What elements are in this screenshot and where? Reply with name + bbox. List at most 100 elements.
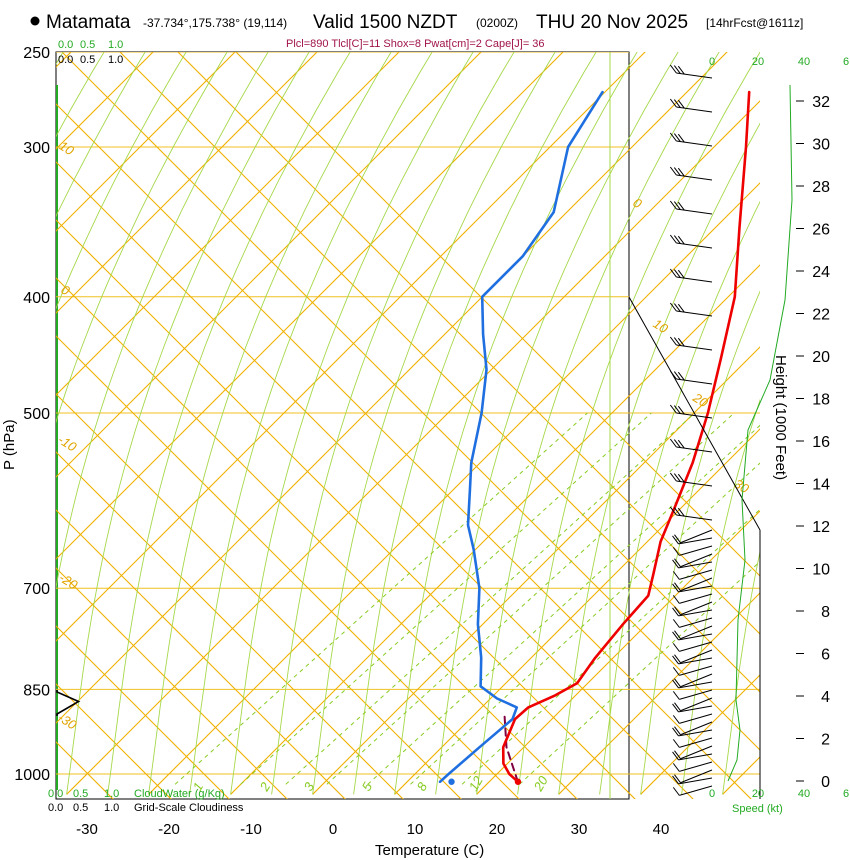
utc-time: (0200Z) (476, 16, 518, 30)
dry-adiabat-line (56, 103, 752, 799)
barb-flag (669, 302, 677, 312)
barb-flag (673, 405, 681, 414)
barb-flag (669, 98, 677, 108)
wind-barb (674, 553, 713, 568)
height-tick: 8 (821, 604, 830, 621)
temperature-tick: 40 (653, 821, 670, 838)
dry-adiabat-line (61, 52, 760, 751)
wind-speed-line (727, 84, 793, 782)
barb-flag (674, 702, 681, 712)
barb-flag (669, 234, 677, 244)
barb-flag (673, 303, 681, 312)
isotherm-line (56, 52, 482, 478)
height-tick: 14 (812, 477, 830, 494)
height-tick: 18 (812, 392, 830, 409)
moist-adiabat-line (517, 52, 760, 795)
mixing-ratio-label: 2 (256, 779, 273, 794)
dry-adiabat-line (56, 625, 230, 799)
barb-flag (672, 763, 680, 772)
barb-flag (674, 726, 681, 736)
barb-flag (674, 678, 681, 688)
barb-flag (677, 201, 685, 211)
wind-barb (674, 721, 713, 736)
barb-flag (672, 751, 679, 761)
isotherm-line (56, 52, 728, 724)
height-tick: 4 (821, 689, 830, 706)
mixing-ratio-labels: 1 2 3 5 8 12 20 (190, 773, 552, 795)
barb-staff (676, 412, 713, 419)
barb-flag (669, 506, 677, 516)
pressure-tick: 300 (23, 140, 50, 157)
barb-flag (677, 269, 685, 279)
dry-adiabat-line (56, 567, 288, 799)
cloud-water-tick: 1.0 (108, 39, 123, 51)
moist-adiabat-line (189, 52, 433, 795)
wind-barb (669, 506, 713, 521)
background-lines (56, 52, 760, 799)
barb-flag (672, 619, 680, 628)
wind-barb (672, 727, 713, 737)
barb-staff (676, 208, 713, 215)
speed-tick: 20 (752, 788, 764, 800)
moist-adiabat-line (558, 122, 760, 795)
wind-barb (674, 577, 713, 592)
barb-flag (677, 133, 685, 143)
speed-tick: 6 (843, 56, 849, 68)
isotherm-line (56, 52, 646, 642)
wind-barb (669, 370, 713, 385)
barb-staff (678, 609, 713, 617)
barb-staff (676, 344, 713, 351)
cloudiness-tick: 1.0 (104, 802, 119, 814)
wind-barb (669, 302, 713, 317)
mixing-ratio-line (174, 412, 588, 785)
moist-adiabat-line (230, 52, 474, 795)
barb-staff (679, 713, 713, 724)
barb-staff (678, 777, 713, 785)
wind-barb (672, 737, 713, 748)
barb-flag (672, 583, 679, 593)
barb-flag (673, 99, 681, 108)
moist-adiabat-line (312, 52, 556, 795)
wind-barb (669, 438, 713, 453)
wind-barb (672, 607, 713, 617)
barb-staff (679, 569, 713, 580)
isotherm-line (56, 52, 400, 396)
cloudiness-label: Grid-Scale Cloudiness (134, 802, 244, 814)
barb-staff (680, 553, 713, 568)
cloud-water-tick: 0.0 (58, 39, 73, 51)
pressure-tick: 250 (23, 45, 50, 62)
barb-staff (679, 737, 713, 748)
height-tick: 12 (812, 519, 830, 536)
barb-flag (677, 337, 685, 347)
mixing-ratio-label: 12 (466, 773, 487, 794)
temperature-axis-label: Temperature (C) (375, 842, 484, 859)
barb-staff (680, 769, 713, 784)
isotherm-line (56, 52, 236, 232)
barb-flag (669, 438, 677, 448)
barb-flag (673, 133, 681, 142)
barb-staff (678, 537, 713, 545)
temperature-tick: 0 (329, 821, 337, 838)
barb-flag (673, 235, 681, 244)
isotherm-line (56, 52, 564, 560)
wind-barb (674, 625, 713, 640)
isotherm-line (230, 264, 760, 795)
isotherm-line (148, 182, 760, 795)
barb-staff (678, 585, 713, 593)
cloudiness-profile (56, 690, 81, 716)
dry-adiabat-line (56, 393, 462, 799)
barb-flag (673, 337, 681, 346)
barb-flag (669, 472, 677, 482)
wind-barb (672, 641, 713, 652)
temperature-tick: 30 (571, 821, 588, 838)
height-tick: 30 (812, 137, 830, 154)
temperature-tick: -10 (240, 821, 262, 838)
mixing-ratio-line (285, 412, 696, 785)
wind-barb (672, 703, 713, 713)
speed-scale-top: 0 20 40 6 (709, 56, 849, 68)
forecast-run: [14hrFcst@1611z] (706, 16, 803, 30)
height-tick: 10 (812, 562, 830, 579)
cloudiness-tick: 1.0 (108, 54, 123, 66)
wind-barb (672, 655, 713, 665)
barb-staff (680, 673, 713, 688)
